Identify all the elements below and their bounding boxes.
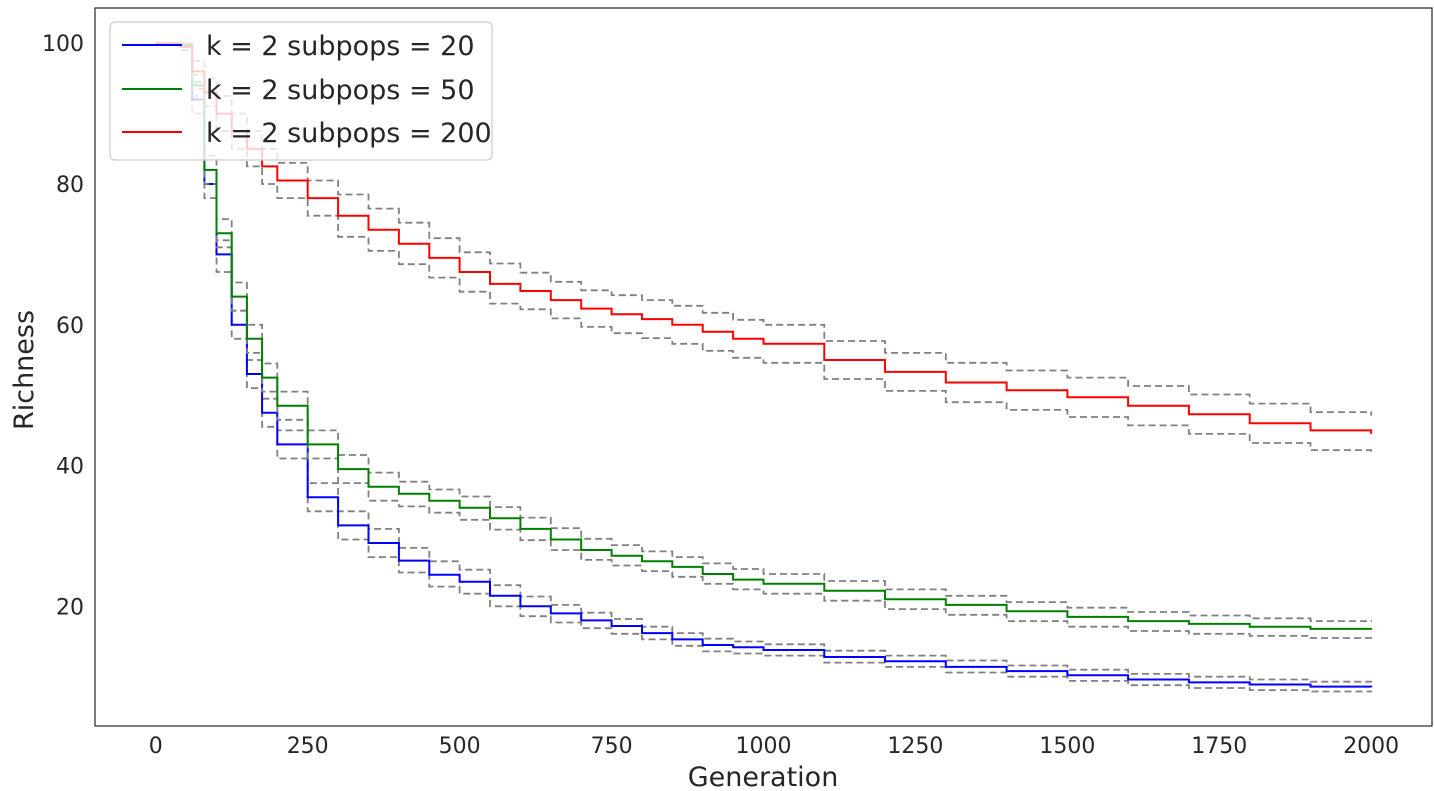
x-tick-label: 500 bbox=[439, 734, 481, 759]
x-tick-label: 1000 bbox=[736, 734, 792, 759]
plot-frame bbox=[94, 7, 1433, 727]
x-tick-label: 250 bbox=[287, 734, 329, 759]
series-1 bbox=[155, 42, 1373, 640]
y-tick-labels: 20 40 60 80 100 bbox=[42, 32, 84, 620]
x-tick-label: 750 bbox=[591, 734, 633, 759]
y-tick-label: 80 bbox=[56, 173, 84, 198]
series-0-lower-band bbox=[155, 42, 1373, 693]
series-1-lower-band bbox=[155, 42, 1373, 640]
y-tick-label: 40 bbox=[56, 455, 84, 480]
legend: k = 2 subpops = 20 k = 2 subpops = 50 k … bbox=[109, 21, 493, 161]
x-tick-label: 0 bbox=[149, 734, 163, 759]
x-tick-label: 2000 bbox=[1343, 734, 1399, 759]
legend-label-subpops-20: k = 2 subpops = 20 bbox=[206, 31, 475, 62]
y-tick-label: 20 bbox=[56, 595, 84, 620]
y-axis-label: Richness bbox=[9, 310, 40, 430]
series-1-mean-line bbox=[155, 42, 1373, 630]
x-tick-label: 1500 bbox=[1039, 734, 1095, 759]
y-tick-label: 60 bbox=[56, 314, 84, 339]
legend-box bbox=[109, 21, 493, 161]
x-tick-label: 1750 bbox=[1191, 734, 1247, 759]
legend-label-subpops-200: k = 2 subpops = 200 bbox=[206, 118, 492, 149]
y-tick-label: 100 bbox=[42, 32, 84, 57]
x-axis-label: Generation bbox=[688, 762, 839, 791]
x-tick-label: 1250 bbox=[887, 734, 943, 759]
legend-label-subpops-50: k = 2 subpops = 50 bbox=[206, 75, 475, 106]
series-1-upper-band bbox=[155, 42, 1373, 622]
x-tick-labels: 0 250 500 750 1000 1250 1500 1750 2000 bbox=[149, 734, 1399, 759]
series-0-upper-band bbox=[155, 42, 1373, 683]
